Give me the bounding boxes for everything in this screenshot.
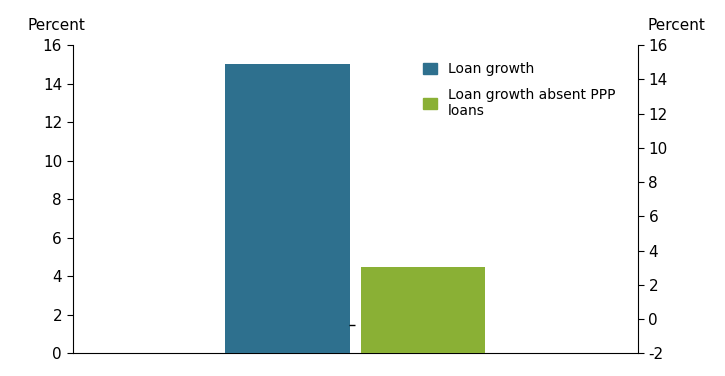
Text: Percent: Percent <box>648 18 706 33</box>
Legend: Loan growth, Loan growth absent PPP
loans: Loan growth, Loan growth absent PPP loan… <box>419 58 620 122</box>
Bar <box>225 64 349 353</box>
Text: Percent: Percent <box>28 18 85 33</box>
Bar <box>361 267 485 353</box>
